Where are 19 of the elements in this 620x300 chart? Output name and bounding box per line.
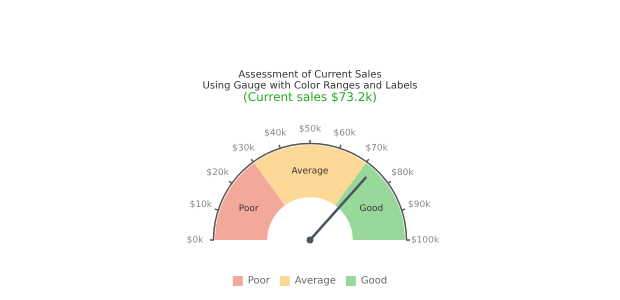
text: $30k [232, 144, 256, 154]
text: $20k [206, 168, 230, 178]
text: $90k [408, 200, 432, 210]
text: $40k [264, 128, 288, 139]
legend-label: Poor [248, 276, 271, 287]
chart-subtitle: (Current sales $73.2k) [243, 90, 377, 104]
text: $100k [410, 235, 440, 246]
chart-title: Assessment of Current Sales Using Gauge with Color Ranges and Labels [202, 70, 418, 92]
legend-label: Average [294, 276, 336, 287]
text: $0k [186, 235, 204, 246]
slice-label: Good [360, 204, 384, 214]
slice-label: Average [292, 166, 329, 176]
text: $10k [190, 200, 213, 210]
slice-label: Poor [238, 204, 259, 214]
legend-label: Good [360, 276, 388, 287]
text: $70k [365, 144, 389, 154]
text: $60k [333, 128, 357, 139]
text: $50k [298, 124, 322, 134]
text: $80k [391, 168, 414, 178]
